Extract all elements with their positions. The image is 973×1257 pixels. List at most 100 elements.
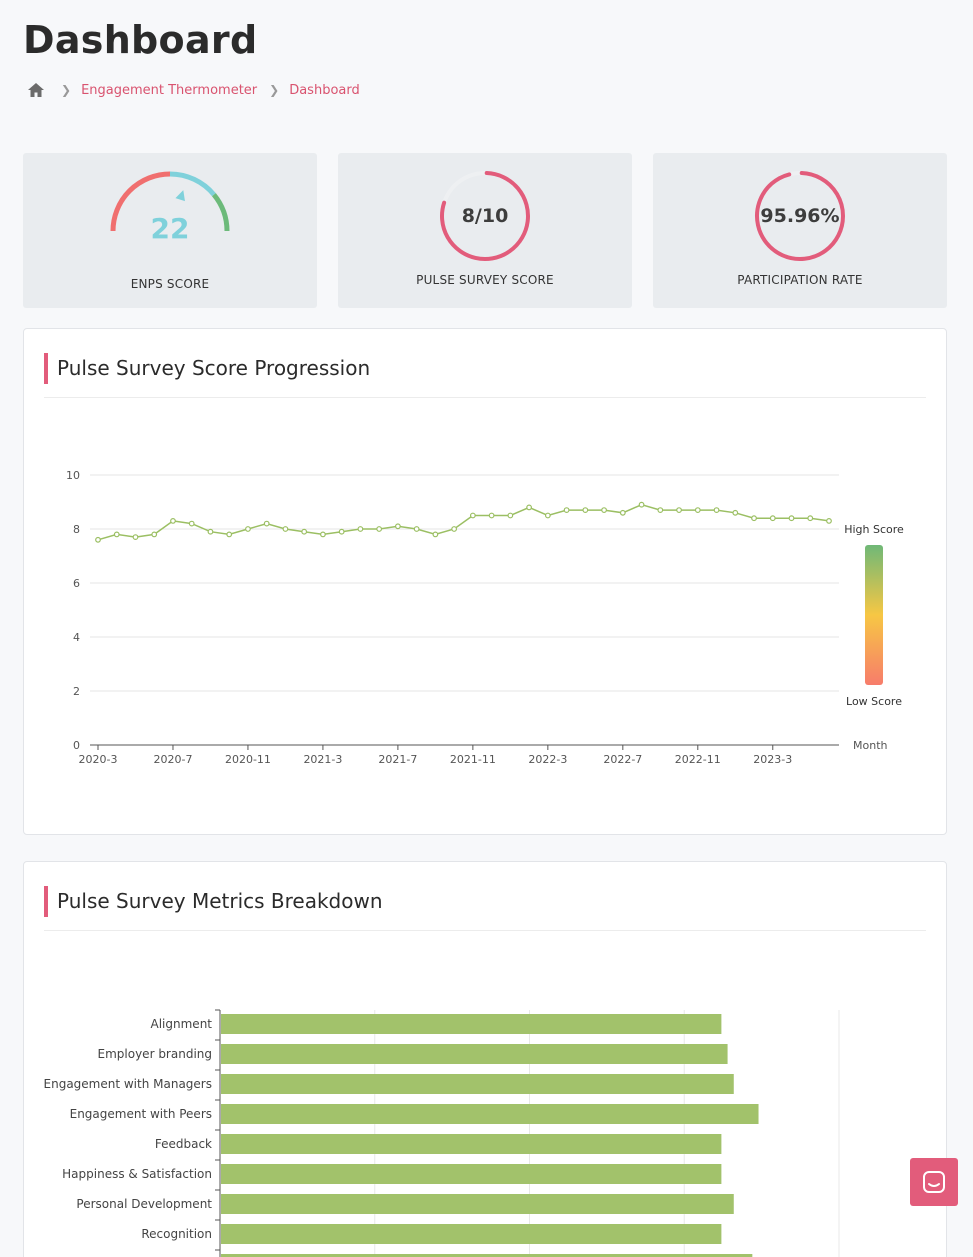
bar [221,1104,759,1124]
progression-line-chart: 0 2 4 6 8 10 2020-3 2020-7 2020-11 2021-3 2021-7 20… [66,469,904,766]
breadcrumb: ❯ Engagement Thermometer ❯ Dashboard [27,80,360,100]
data-point [657,507,664,513]
data-point [676,507,682,513]
gauge-pointer [175,190,185,202]
category-label: Alignment [151,1017,213,1031]
data-point [769,515,776,522]
x-tick-label: 2021-3 [303,753,342,766]
pulse-score-value: 8/10 [461,205,509,227]
bar [221,1194,734,1214]
data-point [376,526,383,532]
data-point [188,520,195,527]
data-point [320,531,326,538]
category-label: Engagement with Managers [44,1077,212,1091]
pulse-score-label: PULSE SURVEY SCORE [416,273,554,287]
data-point [694,507,701,513]
data-point [226,531,233,538]
progression-card: Pulse Survey Score Progression 0 2 4 6 8 10 20… [23,328,947,835]
participation-card: 95.96% PARTICIPATION RATE [653,153,947,308]
bar [221,1044,728,1064]
x-tick-label: 2022-11 [675,753,721,766]
data-point [469,512,476,519]
x-tick-label: 2021-7 [378,753,417,766]
data-point [357,526,364,532]
data-point [732,509,739,516]
data-point [526,504,533,511]
data-point [170,517,176,524]
data-point [282,526,289,532]
bar [221,1074,734,1094]
y-tick-label: 0 [73,739,80,752]
data-point [563,507,570,513]
chat-icon [923,1171,945,1193]
data-point [132,534,139,541]
participation-value: 95.96% [760,205,840,227]
divider [44,397,926,398]
data-point [507,512,514,519]
category-label: Feedback [155,1137,212,1151]
y-tick-label: 10 [66,469,80,482]
chat-button[interactable] [910,1158,958,1206]
data-point [826,517,832,524]
x-tick-label: 2020-11 [225,753,271,766]
x-tick-label: 2023-3 [753,753,792,766]
series-line [97,503,830,541]
enps-value: 22 [150,212,190,245]
gauge-segment [110,171,171,232]
page-title: Dashboard [23,18,258,62]
category-label: Engagement with Peers [70,1107,212,1121]
category-label: Recognition [141,1227,212,1241]
data-point [619,509,626,516]
bar [221,1254,753,1257]
category-label: Employer branding [98,1047,212,1061]
data-point [601,507,607,513]
category-label: Personal Development [76,1197,212,1211]
participation-ring [755,171,845,261]
data-point [582,507,589,513]
home-icon[interactable] [27,81,45,99]
progression-title: Pulse Survey Score Progression [44,353,370,384]
x-tick-label: 2020-7 [153,753,192,766]
pulse-score-card: 8/10 PULSE SURVEY SCORE [338,153,632,308]
visualmap-bar [865,545,883,685]
data-point [432,531,439,538]
pulse-score-ring [440,171,530,261]
legend-high-label: High Score [844,523,904,536]
x-tick-label: 2021-11 [450,753,496,766]
bar [221,1164,722,1184]
data-point [788,515,795,522]
chevron-right-icon: ❯ [61,83,72,97]
legend-low-label: Low Score [846,695,902,708]
data-point [413,526,420,532]
data-point [151,531,158,538]
bar [221,1014,722,1034]
data-point [113,531,120,538]
kpi-row: 22 ENPS SCORE 8/10 PULSE SURVEY SCORE 95… [23,153,947,308]
breakdown-card: Pulse Survey Metrics Breakdown Alignment… [23,861,947,1257]
x-axis-label: Month [853,739,888,752]
y-tick-label: 8 [73,523,80,536]
ring-progress [755,171,845,261]
data-point [751,515,757,522]
gauge-segment [169,171,216,197]
enps-card: 22 ENPS SCORE [23,153,317,308]
breadcrumb-dashboard[interactable]: Dashboard [289,82,360,98]
chevron-right-icon: ❯ [269,83,280,97]
data-point [263,520,270,527]
data-point [638,501,645,508]
y-tick-label: 2 [73,685,80,698]
data-point [245,526,251,532]
breakdown-bar-chart: Alignment Employer branding Engagement wit… [44,1009,840,1257]
x-tick-label: 2022-7 [603,753,642,766]
divider [44,930,926,931]
y-tick-label: 6 [73,577,80,590]
x-tick-label: 2020-3 [79,753,118,766]
data-point [713,507,720,513]
category-label: Happiness & Satisfaction [62,1167,212,1181]
data-point [488,512,495,519]
participation-label: PARTICIPATION RATE [737,273,863,287]
gauge-segment [211,193,230,232]
breadcrumb-engagement-thermometer[interactable]: Engagement Thermometer [81,82,258,98]
enps-gauge [110,171,230,232]
